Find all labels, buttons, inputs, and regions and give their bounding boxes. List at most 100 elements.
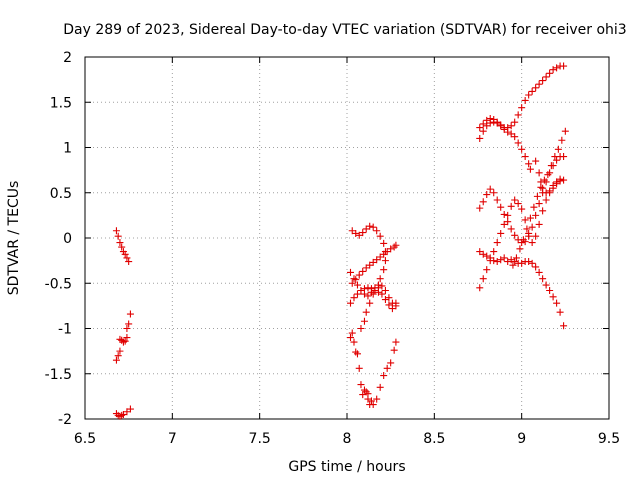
data-point	[509, 261, 517, 269]
data-point	[479, 120, 487, 128]
series-track-q	[532, 157, 564, 197]
data-point	[560, 322, 568, 330]
y-tick-label: 0.5	[50, 186, 72, 202]
data-point	[376, 275, 384, 283]
data-point	[121, 337, 129, 345]
data-point	[533, 192, 541, 200]
data-point	[383, 364, 391, 372]
series-track-l	[476, 62, 568, 132]
x-tick-label: 9	[517, 431, 526, 447]
data-point	[116, 347, 124, 355]
data-point	[123, 325, 131, 332]
y-tick-label: -0.5	[45, 276, 72, 292]
data-point	[366, 299, 374, 307]
data-point	[511, 118, 519, 126]
data-point	[549, 182, 557, 190]
data-point	[560, 153, 568, 161]
data-point	[507, 202, 515, 210]
data-point	[476, 134, 484, 142]
data-point	[348, 329, 356, 337]
data-point	[378, 282, 386, 290]
data-point	[353, 281, 361, 289]
y-tick-label: -1.5	[45, 367, 72, 383]
data-point	[504, 211, 512, 219]
data-point	[556, 308, 564, 316]
data-point	[521, 216, 529, 224]
data-point	[114, 232, 122, 240]
data-point	[346, 334, 354, 342]
data-point	[507, 225, 515, 233]
data-point	[346, 268, 354, 276]
data-point	[381, 286, 389, 294]
data-point	[483, 266, 491, 274]
data-point	[387, 359, 395, 367]
data-point	[518, 145, 526, 153]
data-point	[553, 156, 561, 164]
data-point	[532, 263, 540, 271]
data-point	[551, 153, 559, 161]
axis-ticks	[84, 56, 610, 420]
data-point	[350, 338, 358, 346]
data-point	[350, 294, 358, 302]
x-tick-label: 8.5	[423, 431, 445, 447]
data-point	[512, 254, 520, 262]
data-point	[476, 204, 484, 212]
data-point	[546, 69, 554, 77]
data-point	[556, 175, 564, 183]
data-point	[125, 320, 133, 328]
data-point	[123, 334, 131, 342]
data-point	[500, 220, 508, 228]
x-tick-labels: 6.5 7 7.5 8 8.5 9 9.5	[74, 431, 620, 447]
data-point	[561, 127, 569, 135]
data-point	[525, 160, 533, 168]
data-point	[523, 225, 531, 233]
data-point	[547, 162, 555, 170]
data-point	[392, 299, 400, 307]
data-point	[549, 293, 557, 301]
y-tick-label: 0	[63, 231, 72, 247]
data-point	[544, 171, 552, 179]
data-point	[350, 275, 358, 283]
data-point	[381, 257, 389, 265]
data-point	[373, 227, 381, 235]
data-point	[490, 257, 498, 265]
data-point	[493, 196, 501, 204]
series-track-a	[112, 227, 133, 266]
data-point	[560, 176, 568, 184]
data-point	[532, 211, 540, 219]
data-point	[125, 258, 133, 266]
data-point	[532, 84, 540, 92]
data-point	[497, 229, 505, 237]
y-tick-label: 1	[63, 141, 72, 157]
data-point	[486, 115, 494, 123]
data-point	[126, 405, 134, 413]
data-point	[526, 214, 534, 222]
data-point	[390, 346, 398, 354]
x-tick-label: 7.5	[249, 431, 271, 447]
data-point	[376, 232, 384, 240]
data-point	[511, 133, 519, 141]
y-tick-label: 2	[63, 50, 72, 66]
data-point	[366, 401, 374, 409]
data-point	[359, 267, 367, 275]
data-point	[521, 96, 529, 104]
data-point	[479, 198, 487, 206]
data-point	[553, 299, 561, 307]
data-point	[392, 241, 400, 249]
x-tick-label: 9.5	[598, 431, 620, 447]
data-point	[511, 231, 519, 239]
data-point	[364, 395, 372, 403]
data-point	[514, 200, 522, 208]
data-point	[357, 325, 365, 332]
data-point	[535, 268, 543, 276]
data-point	[542, 196, 550, 204]
data-point	[519, 236, 527, 244]
data-point	[355, 271, 363, 279]
data-point	[525, 229, 533, 237]
x-tick-label: 6.5	[74, 431, 96, 447]
data-point	[493, 239, 501, 247]
data-point	[507, 122, 515, 130]
data-point	[532, 232, 540, 240]
data-point	[373, 395, 381, 403]
data-point	[367, 285, 375, 293]
